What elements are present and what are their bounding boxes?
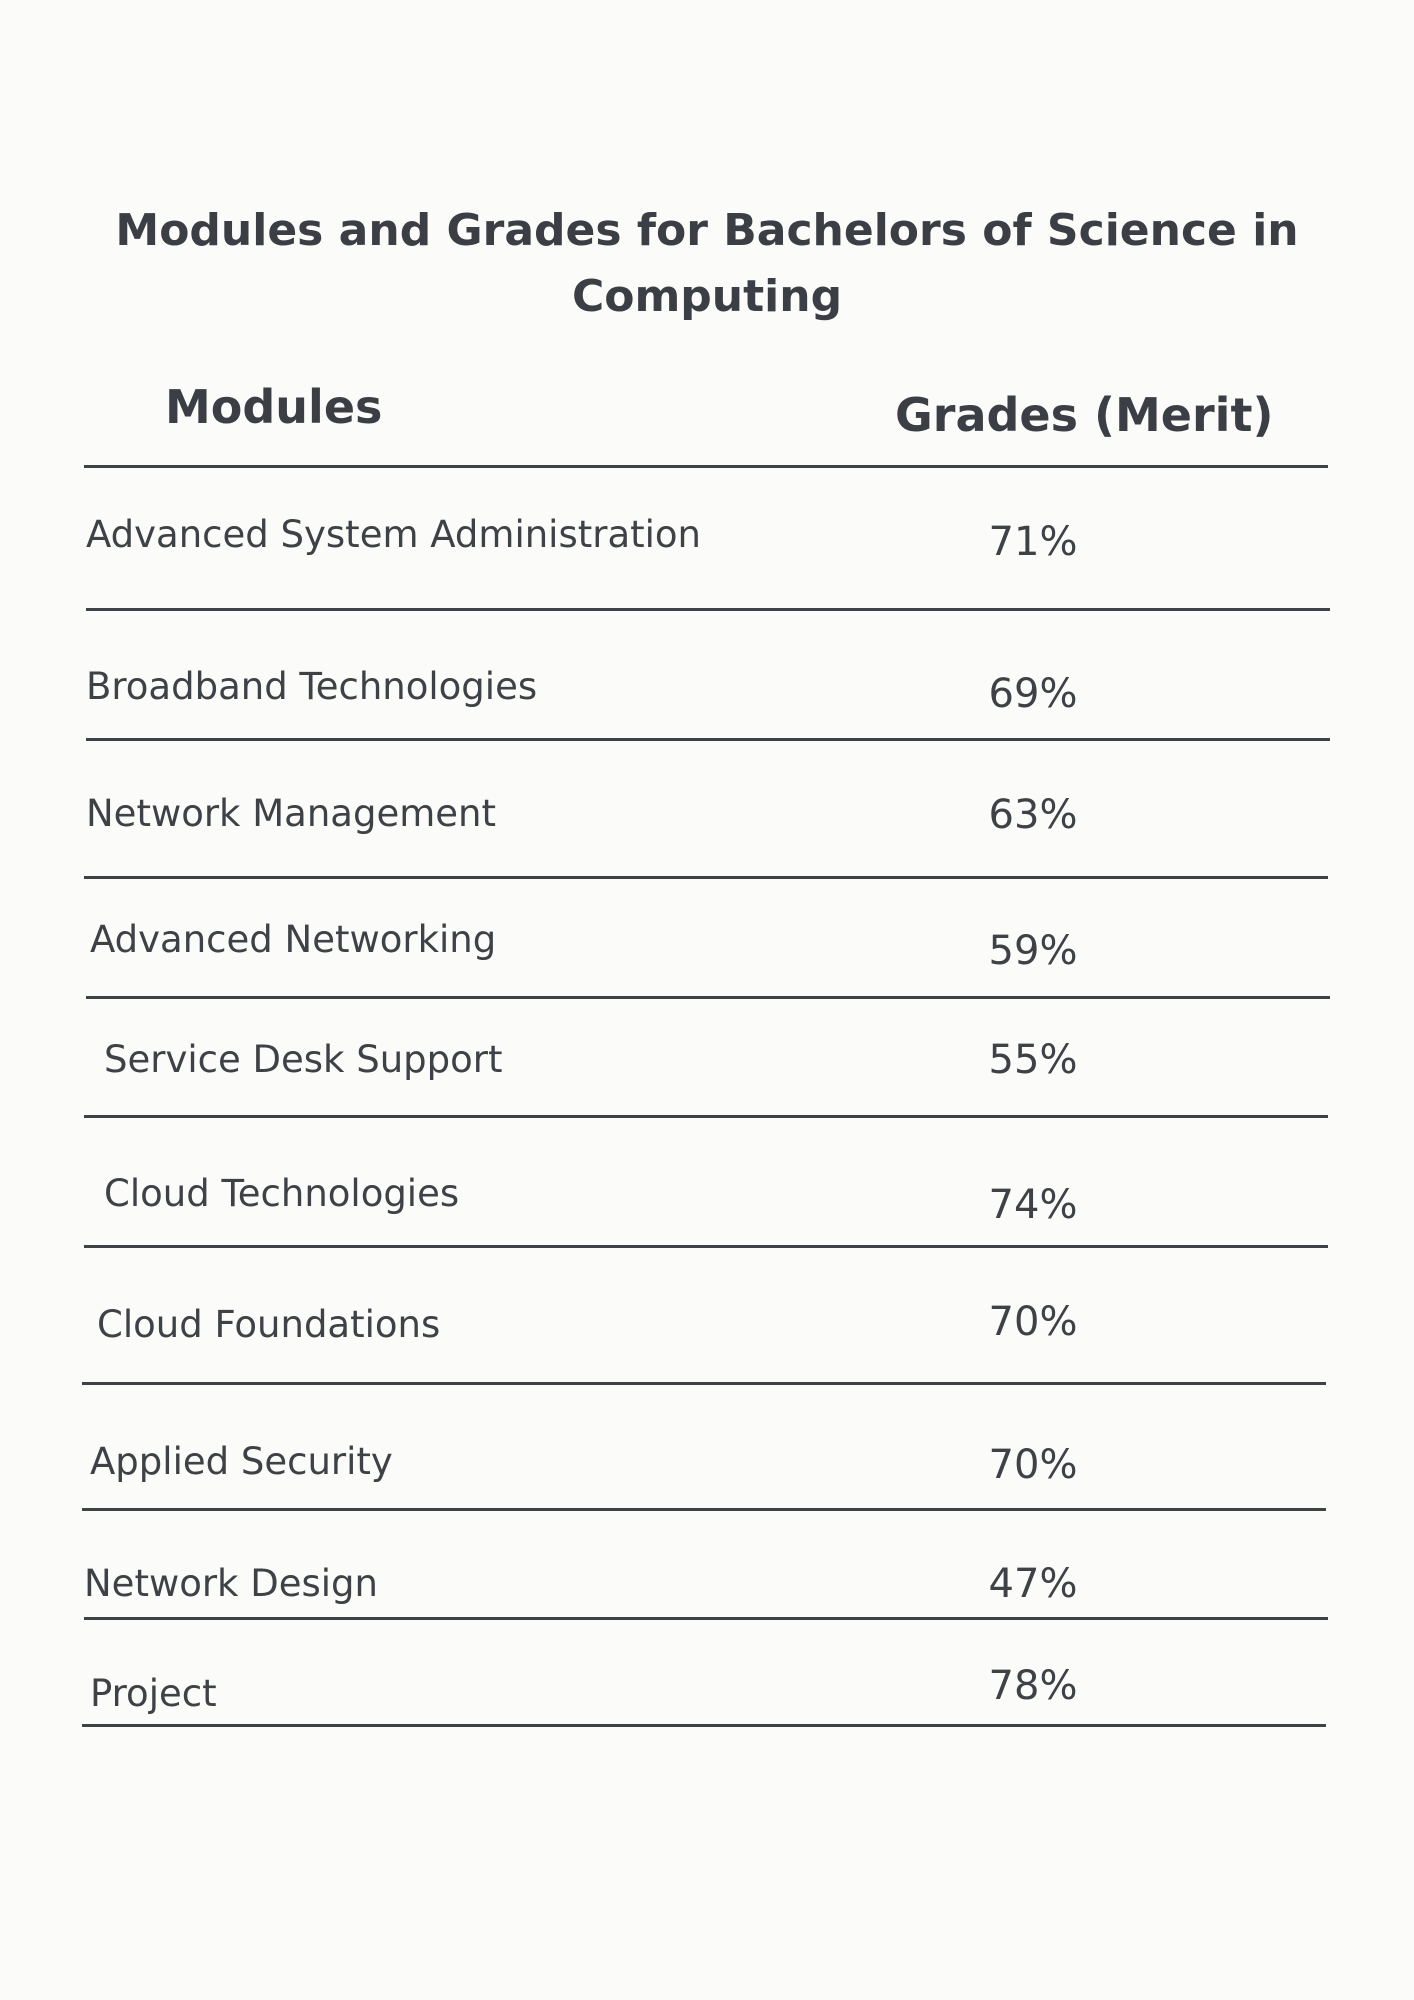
column-header-grades: Grades (Merit) xyxy=(895,388,1274,442)
column-header-modules: Modules xyxy=(165,380,383,434)
row-divider xyxy=(84,1617,1328,1620)
row-divider xyxy=(84,1245,1328,1248)
page-title-line-1: Modules and Grades for Bachelors of Scie… xyxy=(115,205,1299,256)
module-grade: 70% xyxy=(988,1299,1078,1345)
module-name: Service Desk Support xyxy=(104,1038,503,1081)
module-grade: 69% xyxy=(988,671,1078,717)
module-name: Network Design xyxy=(84,1562,378,1605)
module-grade: 55% xyxy=(988,1037,1078,1083)
module-name: Network Management xyxy=(86,792,496,835)
module-grade: 70% xyxy=(988,1442,1078,1488)
row-divider xyxy=(84,1115,1328,1118)
module-grade: 59% xyxy=(988,928,1078,974)
row-divider xyxy=(82,1724,1326,1727)
module-name: Project xyxy=(90,1672,217,1715)
row-divider xyxy=(84,876,1328,879)
module-name: Advanced System Administration xyxy=(86,513,701,556)
page-title: Modules and Grades for Bachelors of Scie… xyxy=(0,198,1414,330)
page-title-line-2: Computing xyxy=(571,271,843,322)
header-divider xyxy=(84,465,1328,468)
module-name: Broadband Technologies xyxy=(86,665,538,708)
module-name: Cloud Technologies xyxy=(104,1172,460,1215)
row-divider xyxy=(86,608,1330,611)
module-grade: 78% xyxy=(988,1663,1078,1709)
module-grade: 74% xyxy=(988,1182,1078,1228)
module-grade: 63% xyxy=(988,792,1078,838)
row-divider xyxy=(86,996,1330,999)
module-name: Cloud Foundations xyxy=(97,1303,441,1346)
module-name: Applied Security xyxy=(90,1440,393,1483)
module-grade: 71% xyxy=(988,519,1078,565)
row-divider xyxy=(86,738,1330,741)
module-name: Advanced Networking xyxy=(90,918,497,961)
row-divider xyxy=(82,1382,1326,1385)
row-divider xyxy=(82,1508,1326,1511)
module-grade: 47% xyxy=(988,1561,1078,1607)
